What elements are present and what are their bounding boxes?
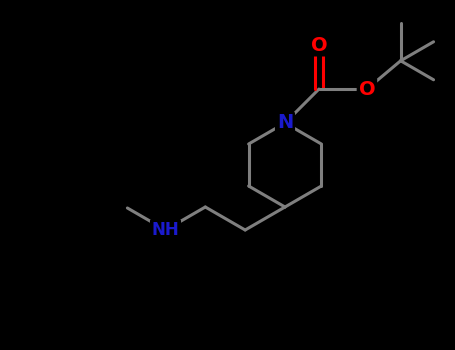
Text: O: O	[311, 36, 327, 55]
Text: NH: NH	[152, 221, 179, 239]
Text: O: O	[359, 79, 375, 99]
Text: N: N	[277, 113, 293, 133]
